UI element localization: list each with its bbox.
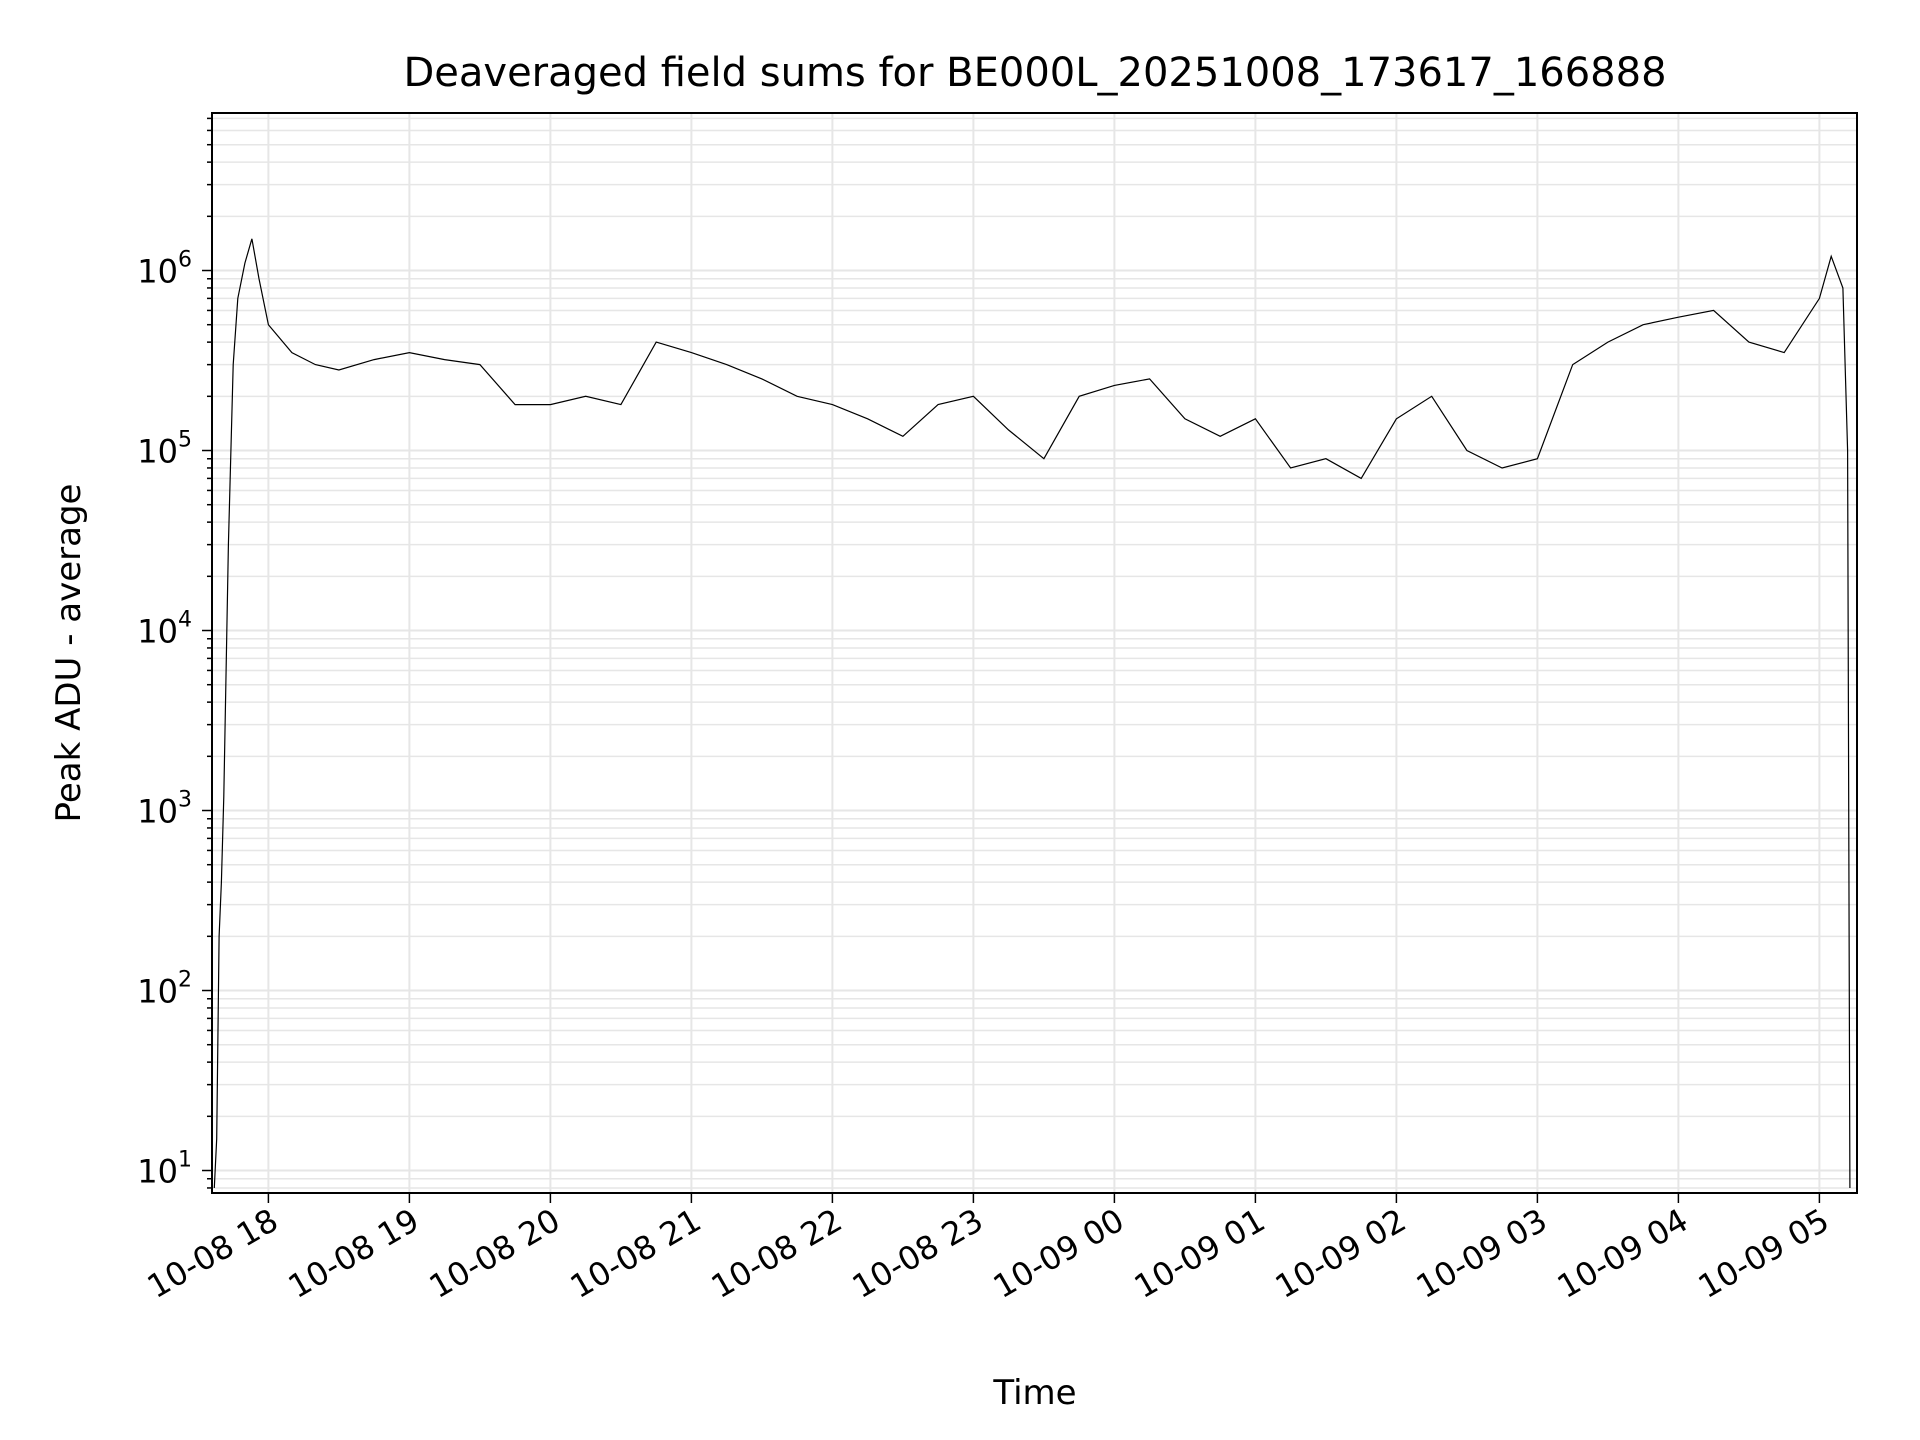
y-axis-label: Peak ADU - average	[49, 484, 89, 823]
y-axis: 101 102 103 104 105 106	[137, 117, 212, 1191]
plot-frame	[211, 112, 1858, 1194]
series-lines	[213, 238, 1851, 1189]
y-tick-label: 103	[137, 788, 192, 831]
y-tick-label: 101	[137, 1148, 192, 1191]
y-tick-label: 102	[137, 968, 192, 1011]
y-tick-label: 104	[137, 608, 192, 651]
x-axis-label: Time	[992, 1373, 1076, 1413]
y-tick-label: 105	[137, 428, 192, 471]
y-tick-label: 106	[137, 248, 192, 291]
series-line	[213, 238, 1851, 1189]
chart-title: Deaveraged field sums for BE000L_2025100…	[403, 50, 1666, 96]
grid-lines	[212, 113, 1857, 1193]
